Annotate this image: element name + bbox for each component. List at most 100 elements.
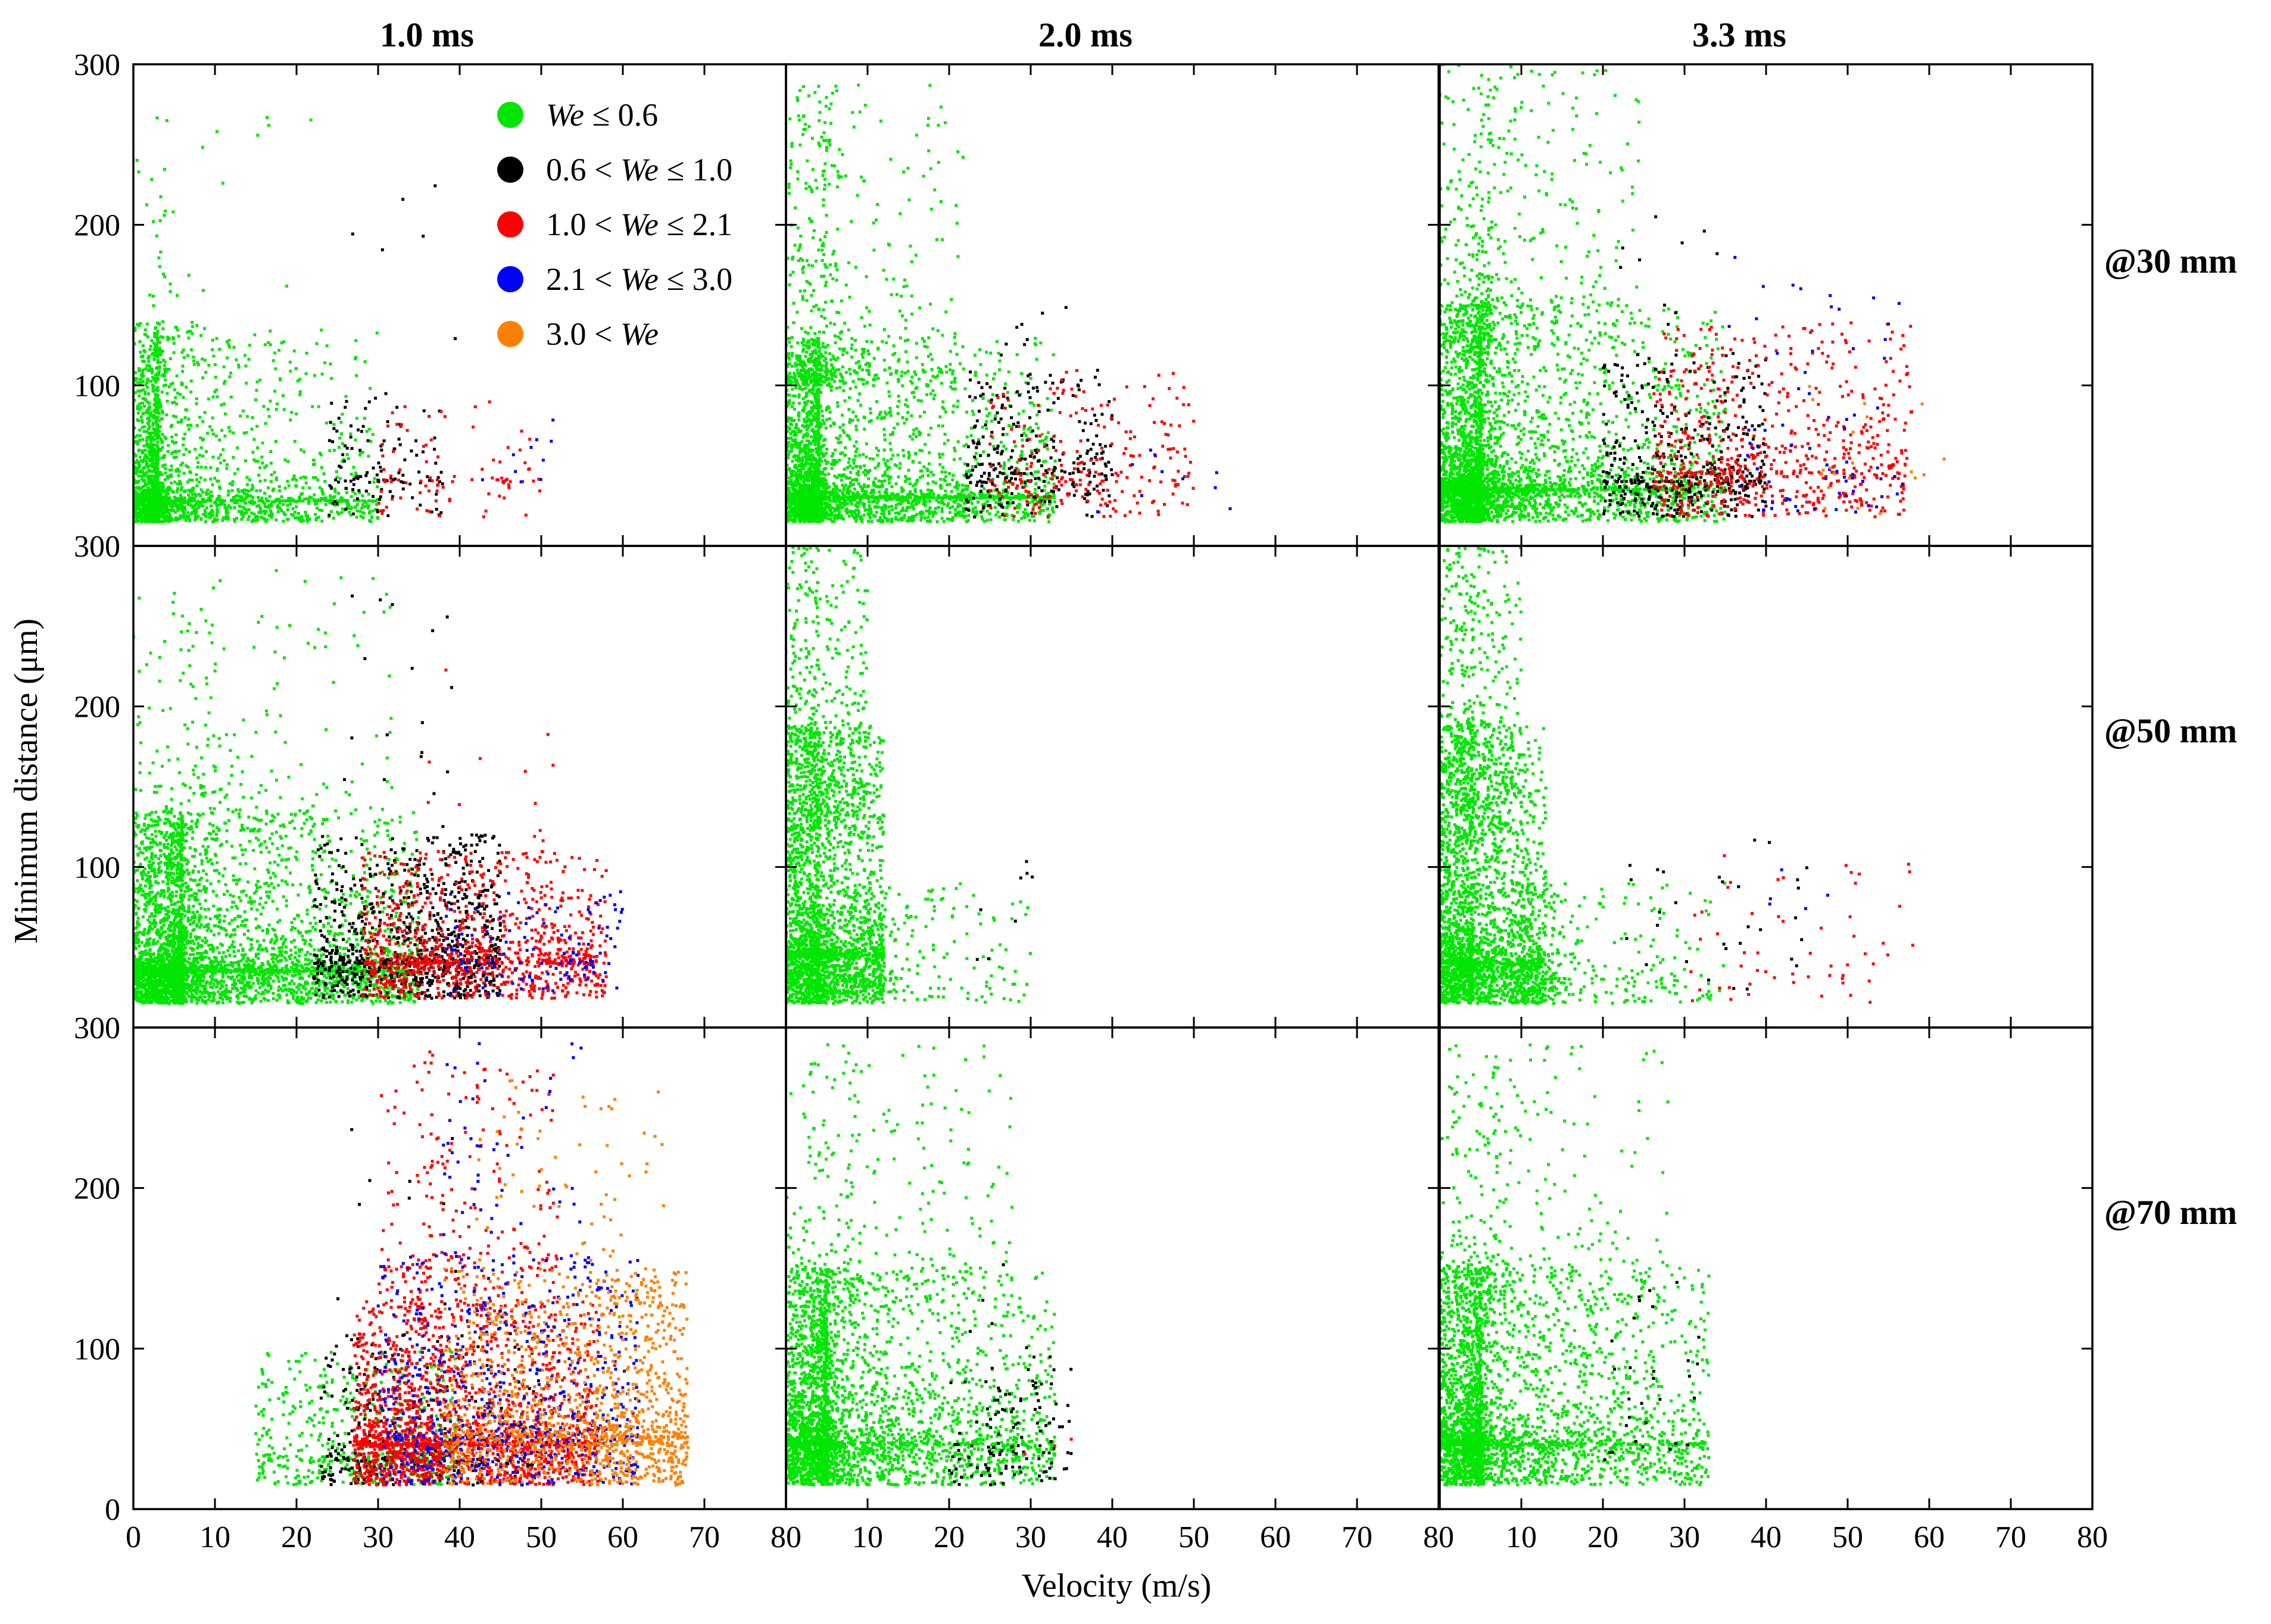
data-point (138, 394, 141, 398)
data-point (859, 485, 862, 488)
data-point (854, 450, 857, 454)
data-point (141, 470, 145, 474)
data-point (156, 401, 160, 404)
data-point (158, 473, 162, 476)
data-point (257, 473, 261, 477)
data-point (860, 518, 864, 521)
data-point (247, 489, 251, 493)
data-point (135, 486, 139, 489)
data-point (139, 493, 143, 496)
data-point (1034, 482, 1038, 486)
data-point (179, 494, 182, 497)
data-point (1010, 514, 1014, 517)
data-point (240, 513, 244, 516)
data-point (134, 371, 138, 374)
data-point (443, 415, 447, 419)
data-point (292, 474, 296, 478)
data-point (179, 420, 183, 424)
data-point (797, 464, 801, 467)
data-point (151, 389, 155, 393)
data-point (165, 119, 169, 123)
data-point (154, 483, 157, 487)
data-point (194, 492, 197, 496)
data-point (155, 496, 159, 499)
data-point (156, 389, 160, 392)
data-point (135, 502, 138, 505)
data-point (337, 499, 341, 502)
data-point (441, 485, 445, 489)
data-point (481, 478, 484, 482)
data-point (829, 424, 832, 428)
data-point (313, 493, 316, 496)
data-point (828, 410, 832, 414)
data-point (317, 516, 320, 519)
data-point (974, 370, 977, 374)
data-point (851, 514, 854, 517)
data-point (197, 505, 201, 509)
data-point (158, 520, 161, 523)
data-point (356, 477, 360, 480)
data-point (152, 427, 155, 430)
data-point (167, 499, 170, 503)
data-point (289, 418, 292, 421)
data-point (998, 515, 1001, 519)
data-point (439, 470, 443, 474)
data-point (912, 395, 916, 399)
data-point (161, 504, 164, 507)
data-point (807, 410, 810, 414)
data-point (848, 464, 852, 468)
data-point (869, 411, 872, 415)
data-point (295, 412, 298, 416)
data-point (827, 405, 830, 408)
data-point (251, 451, 255, 454)
data-point (216, 469, 219, 472)
data-point (944, 475, 948, 479)
data-point (155, 432, 159, 436)
data-point (257, 504, 261, 507)
data-point (365, 430, 369, 433)
data-point (256, 133, 260, 137)
data-point (156, 349, 160, 352)
data-point (136, 411, 140, 415)
data-point (812, 343, 815, 347)
data-point (224, 517, 228, 520)
data-point (163, 214, 166, 217)
data-point (921, 363, 924, 366)
data-point (348, 511, 351, 514)
data-point (854, 520, 858, 523)
data-point (352, 466, 355, 469)
data-point (176, 467, 180, 471)
data-point (280, 495, 283, 498)
data-point (830, 467, 834, 470)
data-point (255, 380, 259, 384)
data-point (174, 503, 177, 507)
data-point (789, 469, 792, 473)
data-point (1003, 461, 1006, 465)
data-point (189, 348, 193, 351)
data-point (364, 407, 367, 410)
data-point (250, 427, 254, 431)
data-point (1005, 474, 1009, 477)
data-point (879, 516, 882, 519)
data-point (850, 496, 853, 499)
data-point (154, 327, 157, 330)
data-point (356, 499, 360, 502)
data-point (884, 461, 887, 465)
data-point (155, 423, 158, 427)
data-point (236, 498, 240, 502)
data-point (320, 489, 324, 493)
data-point (985, 407, 988, 411)
data-point (813, 412, 817, 416)
data-point (199, 436, 202, 439)
data-point (884, 507, 887, 510)
data-point (185, 516, 189, 519)
data-point (157, 370, 161, 373)
data-point (325, 496, 328, 499)
data-point (151, 369, 154, 373)
data-point (166, 487, 169, 491)
data-point (293, 510, 297, 514)
data-point (188, 470, 192, 473)
data-point (832, 482, 835, 485)
data-point (144, 491, 147, 494)
data-point (191, 496, 194, 499)
